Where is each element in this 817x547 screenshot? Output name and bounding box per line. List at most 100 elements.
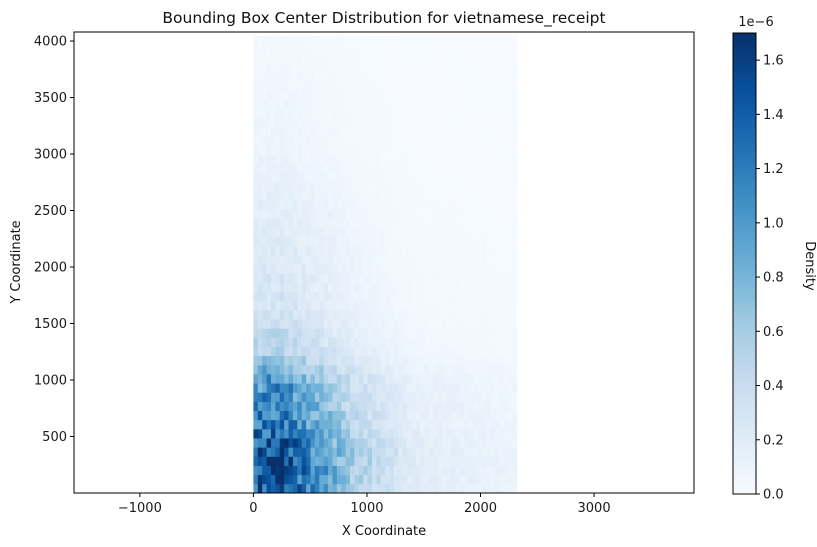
heatmap-cell (468, 81, 474, 91)
heatmap-cell (433, 291, 439, 302)
heatmap-cell (420, 383, 426, 393)
heatmap-cell (442, 99, 447, 110)
heatmap-cell (508, 319, 513, 329)
heatmap-cell (310, 273, 316, 283)
heatmap-cell (420, 227, 426, 238)
heatmap-cell (376, 200, 382, 210)
heatmap-cell (332, 410, 338, 421)
heatmap-cell (429, 172, 434, 183)
heatmap-cell (468, 465, 474, 476)
heatmap-cell (398, 209, 404, 219)
heatmap-cell (314, 154, 320, 164)
heatmap-cell (328, 181, 333, 192)
heatmap-cell (451, 90, 456, 100)
heatmap-cell (279, 328, 285, 338)
heatmap-cell (508, 44, 513, 55)
heatmap-cell (371, 44, 377, 55)
heatmap-cell (481, 337, 487, 347)
heatmap-cell (266, 392, 272, 402)
heatmap-cell (407, 364, 412, 375)
heatmap-cell (363, 108, 368, 119)
heatmap-cell (402, 447, 408, 457)
heatmap-cell (472, 355, 478, 366)
heatmap-cell (503, 44, 509, 55)
heatmap-cell (301, 99, 307, 110)
heatmap-cell (350, 300, 355, 311)
heatmap-cell (407, 438, 412, 448)
heatmap-cell (486, 62, 491, 73)
heatmap-cell (389, 218, 395, 228)
heatmap-cell (407, 273, 412, 283)
heatmap-cell (411, 90, 417, 100)
heatmap-cell (424, 319, 430, 329)
heatmap-cell (508, 99, 513, 110)
heatmap-cell (270, 227, 276, 238)
heatmap-cell (323, 456, 329, 466)
heatmap-cell (306, 264, 311, 274)
heatmap-cell (328, 218, 333, 228)
heatmap-cell (279, 190, 285, 201)
heatmap-cell (288, 136, 294, 146)
heatmap-cell (270, 172, 276, 183)
heatmap-cell (494, 264, 500, 274)
heatmap-cell (420, 236, 426, 247)
heatmap-cell (503, 355, 509, 366)
heatmap-cell (442, 90, 447, 100)
heatmap-cell (358, 53, 364, 64)
heatmap-cell (512, 145, 518, 155)
heatmap-cell (380, 465, 386, 476)
heatmap-cell (402, 126, 408, 137)
heatmap-cell (477, 236, 483, 247)
heatmap-cell (446, 44, 452, 55)
heatmap-cell (402, 136, 408, 146)
heatmap-cell (323, 163, 329, 174)
heatmap-cell (328, 291, 333, 302)
heatmap-cell (257, 190, 263, 201)
heatmap-cell (503, 273, 509, 283)
heatmap-cell (306, 245, 311, 256)
heatmap-cell (319, 291, 325, 302)
heatmap-cell (455, 291, 461, 302)
heatmap-cell (468, 200, 474, 210)
heatmap-cell (323, 218, 329, 228)
heatmap-cell (385, 474, 390, 485)
heatmap-cell (429, 447, 434, 457)
heatmap-cell (257, 72, 263, 82)
heatmap-cell (380, 410, 386, 421)
heatmap-cell (477, 474, 483, 485)
heatmap-cell (376, 99, 382, 110)
heatmap-cell (490, 438, 496, 448)
heatmap-cell (468, 145, 474, 155)
heatmap-cell (446, 447, 452, 457)
heatmap-cell (275, 145, 281, 155)
heatmap-cell (442, 392, 447, 402)
heatmap-cell (323, 428, 329, 439)
heatmap-cell (345, 428, 351, 439)
heatmap-cell (275, 245, 281, 256)
heatmap-cell (451, 72, 456, 82)
heatmap-cell (367, 328, 373, 338)
heatmap-cell (367, 291, 373, 302)
heatmap-cell (411, 428, 417, 439)
heatmap-cell (279, 99, 285, 110)
heatmap-cell (415, 44, 421, 55)
heatmap-cell (472, 374, 478, 384)
heatmap-cell (319, 383, 325, 393)
x-tick-label: −1000 (118, 501, 162, 516)
heatmap-cell (385, 190, 390, 201)
heatmap-cell (464, 200, 469, 210)
heatmap-cell (371, 245, 377, 256)
heatmap-cell (468, 383, 474, 393)
heatmap-cell (451, 374, 456, 384)
heatmap-cell (468, 319, 474, 329)
heatmap-cell (512, 200, 518, 210)
heatmap-cell (490, 172, 496, 183)
heatmap-cell (345, 374, 351, 384)
heatmap-cell (262, 181, 267, 192)
heatmap-cell (415, 163, 421, 174)
heatmap-cell (385, 72, 390, 82)
heatmap-cell (446, 145, 452, 155)
heatmap-cell (503, 209, 509, 219)
heatmap-cell (459, 145, 465, 155)
heatmap-cell (503, 255, 509, 265)
